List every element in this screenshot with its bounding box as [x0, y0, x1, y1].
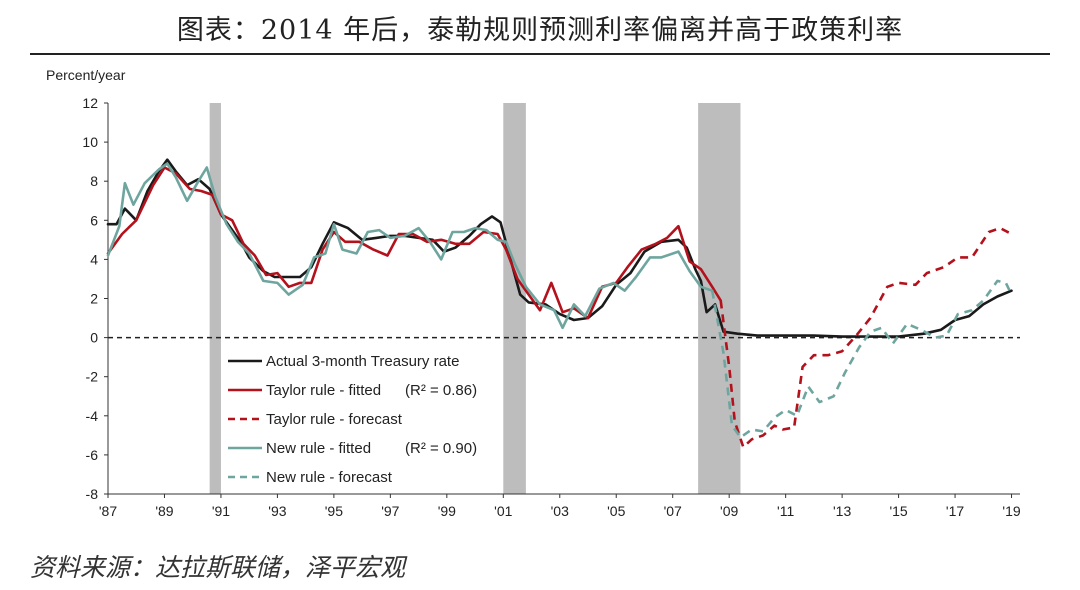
legend-label: New rule - fitted: [266, 440, 371, 457]
x-tick-label: '09: [720, 503, 738, 519]
legend-label: Taylor rule - forecast: [266, 411, 403, 428]
x-tick-label: '97: [381, 503, 399, 519]
y-tick-label: 0: [90, 330, 98, 346]
y-tick-label: 10: [82, 134, 98, 150]
recession-band-0: [209, 103, 221, 494]
x-tick-label: '91: [212, 503, 230, 519]
y-tick-label: -2: [86, 369, 99, 385]
source-note: 资料来源：达拉斯联储，泽平宏观: [30, 553, 406, 582]
legend-r2: (R² = 0.86): [405, 382, 477, 399]
x-tick-label: '13: [833, 503, 851, 519]
x-tick-label: '19: [1002, 503, 1020, 519]
series-line-taylor-rule-forecast: [719, 226, 1013, 449]
y-tick-label: 8: [90, 173, 98, 189]
y-tick-label: 12: [82, 95, 98, 111]
series-line-new-rule-fitted: [106, 162, 714, 330]
y-tick-label: -6: [86, 447, 99, 463]
recession-band-1: [503, 103, 526, 494]
series-line-taylor-rule-fitted: [106, 166, 723, 320]
x-tick-label: '01: [494, 503, 512, 519]
x-tick-label: '17: [946, 503, 964, 519]
y-tick-label: 2: [90, 291, 98, 307]
legend-label: Taylor rule - fitted: [266, 382, 381, 399]
y-tick-label: -8: [86, 486, 99, 502]
legend-label: New rule - forecast: [266, 469, 393, 486]
y-tick-label: -4: [86, 408, 99, 424]
x-tick-label: '99: [438, 503, 456, 519]
legend-label: Actual 3-month Treasury rate: [266, 353, 459, 370]
x-tick-label: '03: [551, 503, 569, 519]
title-rule: [30, 53, 1050, 55]
x-tick-label: '93: [268, 503, 286, 519]
x-tick-label: '89: [155, 503, 173, 519]
chart-title: 图表：2014 年后，泰勒规则预测利率偏离并高于政策利率: [176, 15, 904, 46]
y-tick-label: 4: [90, 251, 98, 267]
x-tick-label: '87: [99, 503, 117, 519]
x-tick-label: '05: [607, 503, 625, 519]
legend-r2: (R² = 0.90): [405, 440, 477, 457]
y-tick-label: 6: [90, 212, 98, 228]
x-tick-label: '95: [325, 503, 343, 519]
y-axis-label: Percent/year: [46, 67, 126, 83]
series-line-new-rule-forecast: [710, 279, 1013, 439]
x-tick-label: '15: [889, 503, 907, 519]
x-tick-label: '11: [777, 503, 794, 519]
x-tick-label: '07: [664, 503, 682, 519]
